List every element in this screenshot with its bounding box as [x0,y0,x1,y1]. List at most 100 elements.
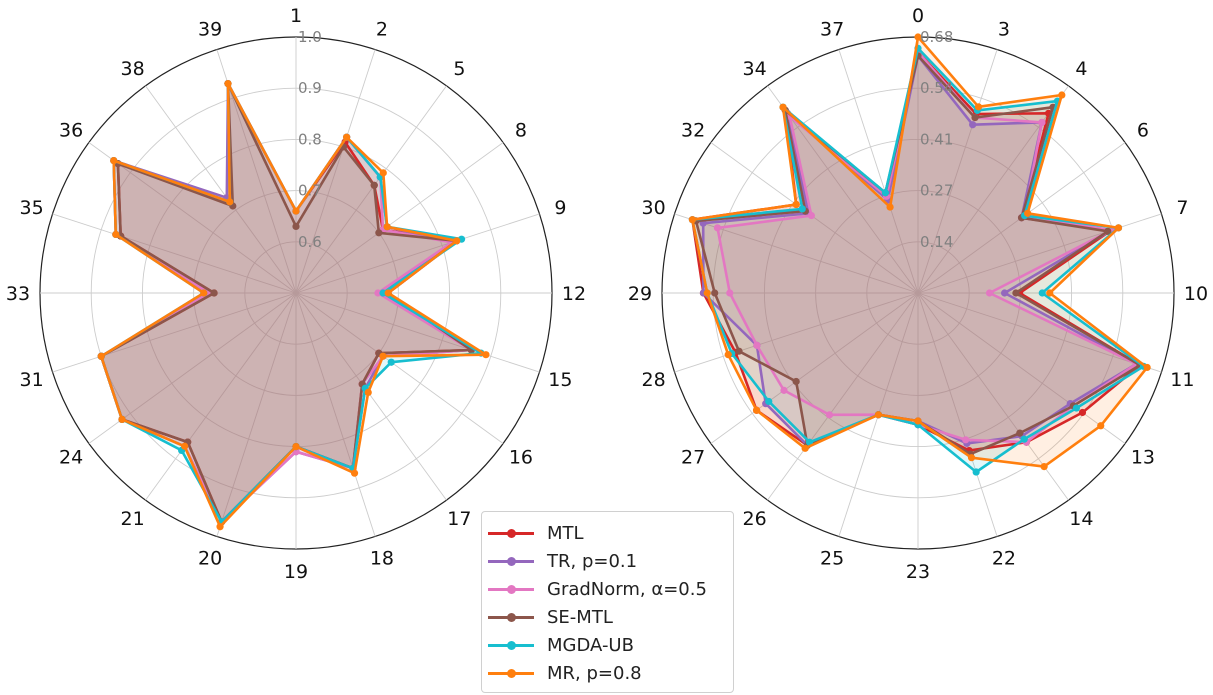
data-point [370,181,378,189]
data-point [1078,408,1087,417]
spoke [295,292,540,373]
data-point [765,397,773,406]
legend: MTL TR, p=0.1 GradNorm, α=0.5 SE-MTL MGDA-UB… [481,511,734,693]
radial-tick-label: 0.6 [298,233,322,251]
spoke [145,85,297,294]
data-point [97,352,105,360]
data-point [1020,435,1028,443]
data-point [713,224,722,232]
legend-label: SE-MTL [547,606,613,628]
data-point [972,468,980,476]
data-point [792,377,800,386]
series-area [696,55,1140,455]
data-point [292,222,300,231]
data-point [752,406,761,414]
radial-tick-label: 1.0 [298,28,322,46]
data-point [798,205,806,213]
category-label: 13 [1131,446,1155,468]
legend-label: MTL [547,522,584,544]
grid [39,36,553,550]
data-point [1046,289,1054,297]
category-label: 39 [198,19,222,41]
category-label: 14 [1069,508,1093,530]
legend-label: TR, p=0.1 [547,550,638,572]
category-label: 18 [370,547,394,569]
spoke [917,292,1126,444]
legend-swatch [488,554,534,568]
data-point [226,198,234,206]
category-label: 35 [20,197,44,219]
spoke [295,85,447,294]
category-label: 20 [198,547,222,569]
series-area [101,83,472,522]
spoke [295,292,447,501]
data-point [292,443,300,451]
spoke [216,292,297,537]
category-label: 6 [1137,120,1149,142]
spoke [295,292,376,537]
radial-tick-labels: 0.6 0.7 0.8 0.9 1.0 [298,28,322,251]
series-mr-p-0-8 [97,80,490,531]
spoke [917,49,998,294]
data-point [779,103,787,111]
legend-label: GradNorm, α=0.5 [547,578,707,600]
spoke [295,49,376,294]
spoke [52,213,297,294]
data-point [974,103,983,111]
data-point [1012,289,1020,297]
data-point [881,189,890,197]
radial-tick-label: 0.41 [920,130,953,148]
category-label: 15 [548,369,572,391]
series-area [101,83,486,527]
data-point [792,200,800,209]
category-label: 38 [121,58,145,80]
data-point [711,289,719,297]
category-label: 11 [1170,369,1194,391]
data-point [112,230,120,239]
data-point [825,411,834,419]
category-label: 10 [1184,283,1208,305]
series-fills [692,37,1148,473]
spoke [145,292,297,501]
category-label: 7 [1176,197,1188,219]
legend-label: MGDA-UB [547,634,634,656]
legend-item: MTL [488,519,733,547]
data-point [753,341,761,349]
category-label: 37 [820,19,844,41]
spoke [295,213,540,294]
series-fills [101,83,486,527]
data-point [726,289,734,297]
category-label: 25 [820,547,844,569]
data-point [364,388,372,397]
category-label: 3 [998,19,1010,41]
series-mr-p-0-8 [688,33,1151,471]
legend-swatch [488,526,534,540]
data-point [967,454,976,462]
spoke [838,49,919,294]
data-point [350,469,359,477]
category-label: 27 [681,446,705,468]
radial-tick-label: 0.68 [920,28,953,46]
data-point [110,156,118,165]
category-label: 24 [59,446,83,468]
category-label: 4 [1075,58,1087,80]
data-point [379,169,387,177]
data-point [1000,289,1009,297]
data-point [1097,422,1105,430]
data-point [1072,404,1080,412]
data-point [210,289,218,297]
data-point [985,289,994,297]
legend-item: TR, p=0.1 [488,547,733,575]
category-label: 19 [284,561,308,583]
legend-item: MR, p=0.8 [488,659,733,687]
radial-tick-label: 0.27 [920,182,953,200]
series-lines [688,33,1151,476]
data-point [375,229,383,237]
data-point [1104,227,1112,235]
category-label: 36 [59,120,83,142]
series-area [101,83,472,522]
category-label: 16 [509,446,533,468]
legend-swatch [488,582,534,596]
data-point [379,289,387,297]
